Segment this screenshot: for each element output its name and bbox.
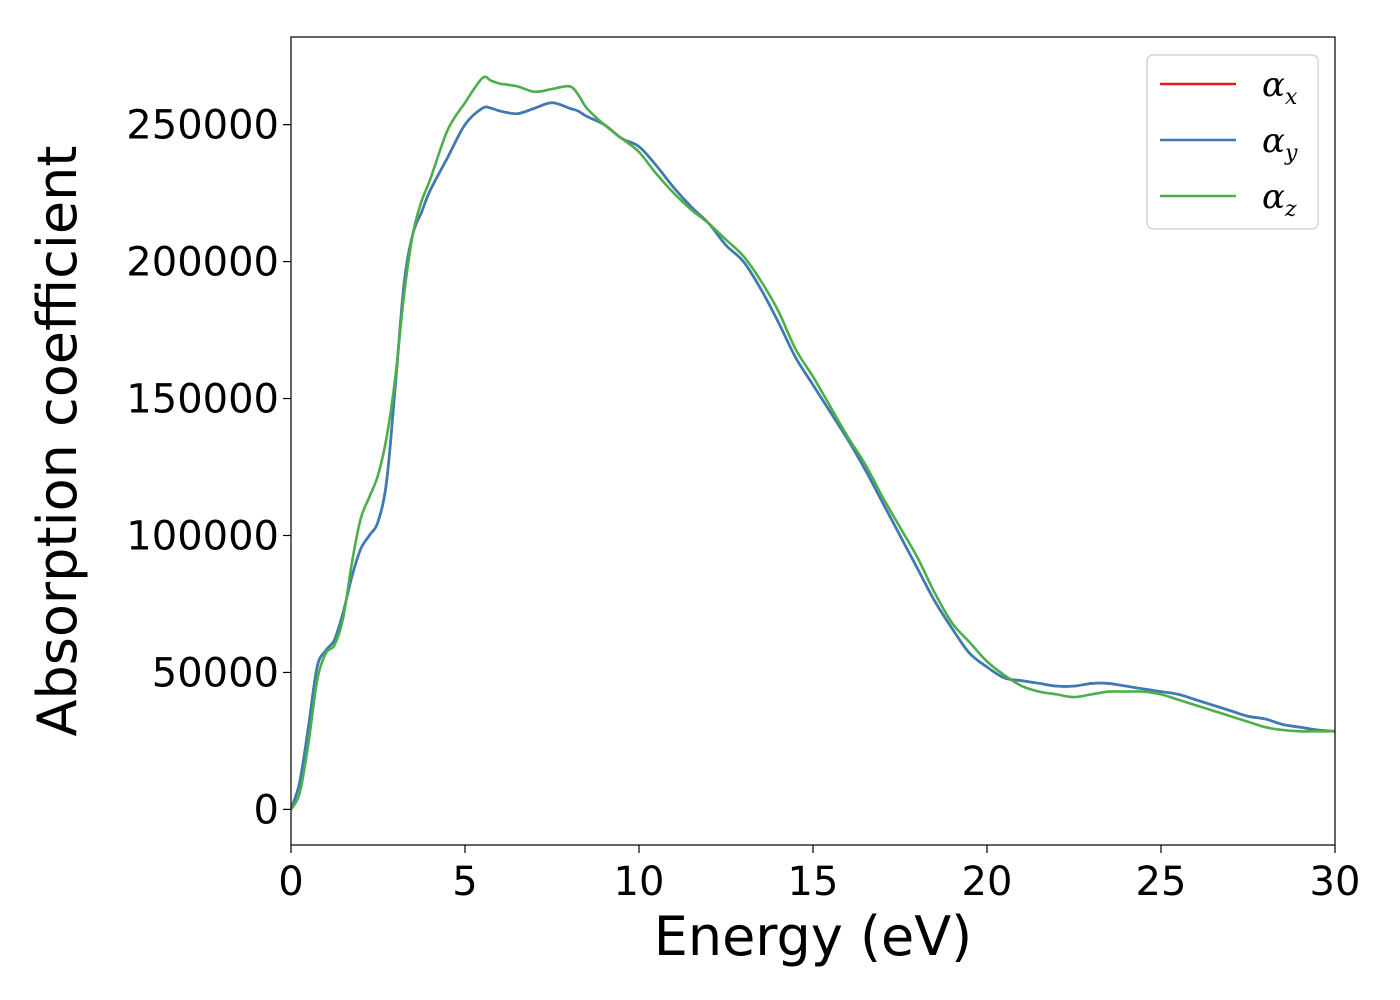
x-tick-label: 15 (788, 859, 839, 905)
y-axis-title: Absorption coefficient (26, 146, 89, 737)
x-axis-ticks: 0 5 10 15 20 25 30 (278, 845, 1360, 905)
series-layer (291, 75, 1335, 811)
y-tick-label: 150000 (126, 377, 279, 423)
x-tick-label: 25 (1136, 859, 1187, 905)
y-tick-label: 250000 (126, 103, 279, 149)
y-tick-label: 50000 (152, 650, 279, 696)
y-tick-label: 200000 (126, 240, 279, 286)
legend-box (1146, 54, 1319, 230)
x-tick-label: 5 (452, 859, 477, 905)
legend-label-alpha-y: αy (1262, 121, 1298, 166)
y-tick-label: 0 (254, 787, 279, 833)
series-line-alpha-y (291, 101, 1335, 810)
x-tick-label: 0 (278, 859, 303, 905)
legend-label-alpha-z: αz (1262, 177, 1297, 222)
legend-label-alpha-x: αx (1262, 65, 1298, 110)
y-axis-ticks: 0 50000 100000 150000 200000 250000 (126, 103, 291, 833)
x-tick-label: 10 (614, 859, 665, 905)
series-line-alpha-z (291, 75, 1335, 811)
y-tick-label: 100000 (126, 513, 279, 559)
legend: αx αy αz (1146, 54, 1319, 230)
x-tick-label: 30 (1310, 859, 1361, 905)
x-axis-title: Energy (eV) (654, 905, 973, 968)
x-tick-label: 20 (962, 859, 1013, 905)
